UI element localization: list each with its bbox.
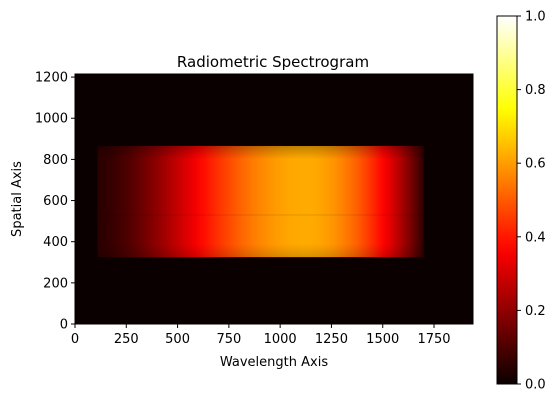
colorbar-tick-label: 0.4: [525, 230, 546, 245]
x-axis: 0 250 500 750 1000 1250 1500 1750: [71, 324, 451, 347]
chart-title: Radiometric Spectrogram: [177, 53, 369, 71]
plot-area: [74, 73, 474, 325]
colorbar-gradient: [496, 15, 518, 385]
x-tick-label: 1500: [366, 332, 399, 347]
x-tick-label: 500: [165, 332, 190, 347]
y-tick-label: 600: [43, 194, 68, 209]
colorbar: 0.0 0.2 0.4 0.6 0.8 1.0: [496, 10, 546, 393]
y-tick-label: 0: [60, 318, 68, 333]
colorbar-tick-label: 1.0: [525, 10, 546, 25]
colorbar-tick-label: 0.6: [525, 157, 546, 172]
x-tick-label: 750: [216, 332, 241, 347]
x-tick-label: 1250: [315, 332, 348, 347]
colorbar-tick-label: 0.2: [525, 304, 546, 319]
x-axis-label: Wavelength Axis: [220, 355, 328, 370]
x-tick-label: 1750: [417, 332, 450, 347]
y-tick-label: 800: [43, 153, 68, 168]
y-axis: 0 200 400 600 800 1000 1200: [35, 71, 75, 333]
x-tick-label: 250: [114, 332, 139, 347]
colorbar-ticks: 0.0 0.2 0.4 0.6 0.8 1.0: [517, 10, 546, 393]
x-tick-label: 1000: [264, 332, 297, 347]
x-tick-label: 0: [71, 332, 79, 347]
y-axis-label: Spatial Axis: [10, 161, 25, 237]
colorbar-tick-label: 0.8: [525, 83, 546, 98]
plot-frame: [74, 73, 474, 325]
colorbar-tick-label: 0.0: [525, 378, 546, 393]
band-vertical-shading: [97, 146, 424, 258]
y-tick-label: 200: [43, 276, 68, 291]
y-tick-label: 400: [43, 235, 68, 250]
y-tick-label: 1200: [35, 71, 68, 86]
y-tick-label: 1000: [35, 112, 68, 127]
